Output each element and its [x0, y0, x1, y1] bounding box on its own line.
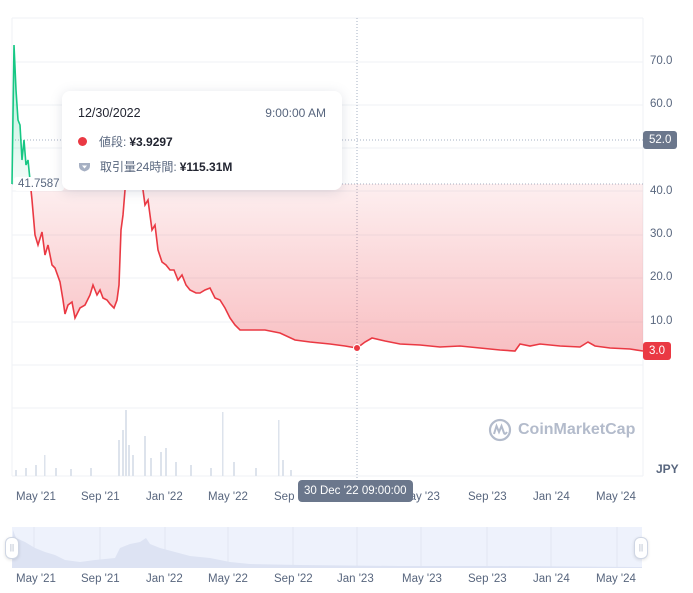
x-tick: Jan '22 [146, 491, 183, 503]
x-tick: Sep '23 [468, 491, 507, 503]
tooltip-price-value: ¥3.9297 [129, 134, 173, 149]
navigator-tick: Jan '22 [146, 573, 183, 585]
x-tick: May '24 [596, 491, 636, 503]
crosshair-date-badge: 30 Dec '22 09:00:00 [298, 480, 413, 502]
tooltip-price-label: 値段: [99, 135, 127, 149]
navigator-tick: Sep '21 [81, 573, 120, 585]
y-tick-20: 20.0 [650, 271, 673, 283]
volume-bars [15, 410, 292, 476]
watermark-text: CoinMarketCap [518, 421, 636, 438]
hover-tooltip: 12/30/2022 9:00:00 AM 値段: ¥3.9297 取引量24時… [62, 91, 342, 190]
price-area-above-baseline [12, 45, 30, 184]
current-price-badge: 3.0 [643, 342, 671, 360]
coinmarketcap-logo-icon [488, 418, 512, 442]
y-tick-60: 60.0 [650, 98, 673, 110]
navigator-right-handle[interactable]: || [634, 537, 648, 559]
tooltip-volume-row: 取引量24時間: ¥115.31M [78, 158, 232, 175]
tooltip-price-row: 値段: ¥3.9297 [78, 133, 173, 150]
price-line-above-baseline [11, 44, 31, 185]
navigator-left-handle[interactable]: || [5, 537, 19, 559]
navigator-tick: May '22 [208, 573, 248, 585]
currency-label: JPY [656, 462, 679, 476]
range-navigator[interactable] [0, 520, 693, 570]
y-tick-30: 30.0 [650, 228, 673, 240]
tooltip-volume-label: 取引量24時間: [100, 160, 177, 174]
volume-shield-icon [79, 162, 90, 171]
crosshair-price-badge: 52.0 [643, 131, 678, 149]
baseline-label: 41.7587 [14, 177, 64, 191]
tooltip-time: 9:00:00 AM [265, 106, 326, 120]
navigator-tick: May '24 [596, 573, 636, 585]
navigator-area [12, 530, 642, 568]
navigator-tick: Sep '23 [468, 573, 507, 585]
navigator-tick: Sep '22 [274, 573, 313, 585]
tooltip-date: 12/30/2022 [78, 106, 141, 120]
y-tick-70: 70.0 [650, 55, 673, 67]
x-tick: May '22 [208, 491, 248, 503]
x-tick: May '21 [16, 491, 56, 503]
navigator-tick: May '21 [16, 573, 56, 585]
crosshair-point [353, 344, 361, 352]
price-line-below-baseline [29, 164, 133, 321]
navigator-tick: May '23 [402, 573, 442, 585]
tooltip-volume-value: ¥115.31M [179, 159, 233, 174]
coinmarketcap-watermark: CoinMarketCap [488, 418, 635, 442]
price-area-below-baseline [30, 184, 643, 351]
price-dot-icon [78, 137, 87, 146]
y-tick-40: 40.0 [650, 185, 673, 197]
navigator-tick: Jan '24 [533, 573, 570, 585]
x-tick: Jan '24 [533, 491, 570, 503]
navigator-tick: Jan '23 [337, 573, 374, 585]
x-tick: Sep '21 [81, 491, 120, 503]
y-tick-10: 10.0 [650, 315, 673, 327]
